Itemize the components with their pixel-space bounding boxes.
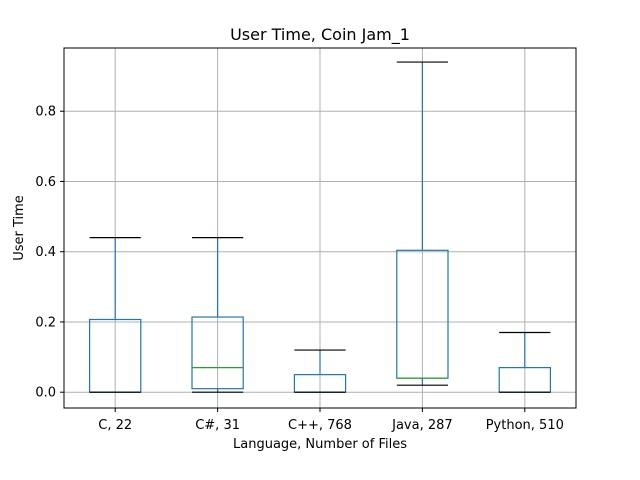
y-axis-label: User Time (12, 195, 27, 261)
box-group (88, 237, 142, 393)
x-axis-label: Language, Number of Files (233, 437, 407, 452)
box-group (191, 237, 244, 393)
tick-layer: 0.0 0.2 0.4 0.6 0.8 C, 22 C#, 31 C++, 768 Java, … (35, 105, 564, 433)
x-tick-label: Python, 510 (486, 418, 564, 433)
x-tick-label: C#, 31 (195, 418, 240, 433)
x-tick-label: C, 22 (98, 418, 132, 433)
box-group (396, 61, 449, 386)
box-layer (88, 61, 552, 393)
box-group (498, 331, 552, 393)
x-tick-label: C++, 768 (288, 418, 352, 433)
box-group (293, 349, 347, 393)
y-tick-label: 0.6 (35, 175, 56, 190)
y-tick-label: 0.0 (35, 386, 56, 401)
chart-title: User Time, Coin Jam_1 (230, 25, 410, 45)
y-tick-label: 0.4 (35, 245, 56, 260)
x-tick-label: Java, 287 (391, 418, 453, 433)
y-tick-label: 0.2 (35, 315, 56, 330)
y-tick-label: 0.8 (35, 105, 56, 120)
iqr-box (191, 316, 244, 390)
